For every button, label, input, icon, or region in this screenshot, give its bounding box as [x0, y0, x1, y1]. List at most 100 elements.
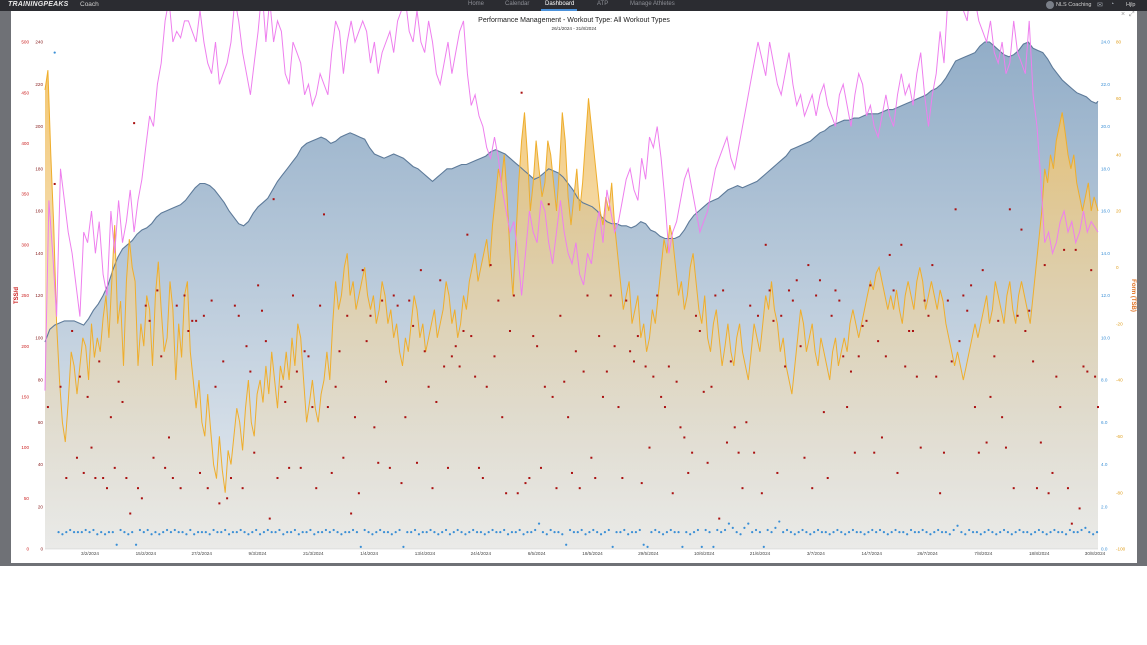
tss-point — [148, 319, 151, 322]
tss-point — [454, 345, 457, 348]
chart-panel: 0 20 40 60 80 100 120 140 160 180 200 220 240 0 50 100 1… — [11, 11, 1137, 563]
if-point — [828, 533, 831, 536]
if-point — [530, 531, 533, 534]
if-point — [379, 528, 382, 532]
brand-logo[interactable]: TRAININGPEAKS — [8, 1, 69, 8]
if-point — [421, 531, 424, 534]
tss-point — [729, 360, 732, 363]
if-point — [293, 528, 297, 532]
account-name[interactable]: NLS Coaching — [1056, 2, 1092, 8]
tss-axis-title: TSS/d — [14, 287, 20, 304]
tss-point — [512, 294, 515, 297]
tss-point — [86, 395, 89, 398]
if-point — [84, 528, 87, 532]
chat-icon[interactable]: ✉ — [1097, 2, 1103, 9]
if-point — [115, 543, 118, 546]
if-point — [1068, 528, 1072, 532]
if-point — [971, 531, 975, 534]
if-point — [266, 528, 269, 532]
if-point — [355, 531, 359, 534]
tss-point — [179, 487, 182, 490]
if-point — [262, 531, 266, 534]
tss-point — [710, 385, 713, 388]
tss-point — [377, 461, 380, 464]
if-point — [390, 533, 393, 536]
tss-point — [1004, 446, 1007, 449]
tss-point — [776, 471, 779, 474]
if-point — [751, 531, 754, 534]
nav-atp[interactable]: ATP — [597, 1, 609, 7]
if-point — [251, 531, 254, 534]
if-point — [1002, 528, 1006, 532]
if-point — [847, 531, 851, 534]
if-point — [615, 531, 618, 534]
tss-outer-axis-tick: 150 — [21, 395, 29, 400]
tss-point — [152, 456, 155, 459]
tss-point — [745, 421, 748, 424]
nav-manage-athletes[interactable]: Manage Athletes — [630, 1, 675, 7]
tss-point — [253, 451, 256, 454]
if-axis-tick: 2.0 — [1101, 504, 1108, 509]
tss-point — [272, 198, 275, 201]
if-point — [623, 528, 626, 532]
if-point — [437, 533, 440, 536]
tss-point — [129, 512, 132, 515]
if-point — [534, 528, 537, 532]
tss-point — [315, 487, 318, 490]
if-point — [328, 531, 331, 534]
if-point — [1037, 528, 1041, 532]
tss-point — [857, 355, 860, 358]
tss-point — [803, 456, 806, 459]
if-point — [592, 528, 595, 532]
if-point — [778, 520, 781, 523]
tss-point — [226, 497, 229, 500]
tss-point — [605, 370, 608, 373]
tss-point — [71, 329, 74, 332]
if-point — [1057, 531, 1060, 534]
if-point — [553, 531, 556, 534]
if-point — [545, 533, 548, 536]
if-point — [305, 531, 308, 534]
if-point — [588, 531, 591, 534]
if-point — [704, 528, 707, 532]
notification-icon[interactable]: ◔ — [1110, 1, 1115, 8]
nav-home[interactable]: Home — [468, 1, 485, 7]
if-point — [452, 531, 455, 534]
if-point — [324, 528, 328, 532]
help-link[interactable]: Hjlp — [1126, 2, 1136, 8]
tss-point — [505, 492, 508, 495]
avatar[interactable] — [1046, 1, 1054, 9]
tss-point — [594, 477, 597, 480]
tss-point — [1012, 487, 1015, 490]
tss-point — [334, 385, 337, 388]
if-point — [483, 533, 486, 536]
x-axis-tick: 15/2/2024 — [136, 551, 157, 556]
if-point — [274, 531, 277, 534]
nav-calendar[interactable]: Calendar — [505, 1, 530, 7]
if-point — [332, 528, 335, 532]
if-point — [464, 533, 467, 536]
if-point — [708, 531, 711, 534]
tss-point — [911, 329, 914, 332]
if-point — [878, 528, 882, 532]
tss-point — [946, 299, 949, 302]
if-point — [1014, 531, 1017, 534]
performance-management-chart[interactable]: 0204060801001201401601802002202400501001… — [11, 11, 1137, 563]
close-icon[interactable]: × — [1121, 11, 1126, 18]
if-point — [1080, 528, 1083, 532]
tss-point — [435, 400, 438, 403]
if-point — [351, 528, 355, 532]
form-axis-tick: 40 — [1116, 152, 1122, 157]
tss-point — [935, 375, 938, 378]
tss-point — [532, 335, 535, 338]
tss-outer-axis-tick: 200 — [21, 344, 29, 349]
expand-icon[interactable]: ⤢ — [1129, 11, 1135, 18]
if-point — [561, 533, 564, 536]
nav-dashboard[interactable]: Dashboard — [545, 1, 575, 7]
tss-point — [485, 385, 488, 388]
tss-point — [288, 466, 291, 469]
tss-point — [75, 456, 78, 459]
form-tsb-line — [44, 70, 1099, 493]
x-axis-tick: 26/7/2024 — [917, 551, 938, 556]
if-point — [855, 531, 858, 534]
